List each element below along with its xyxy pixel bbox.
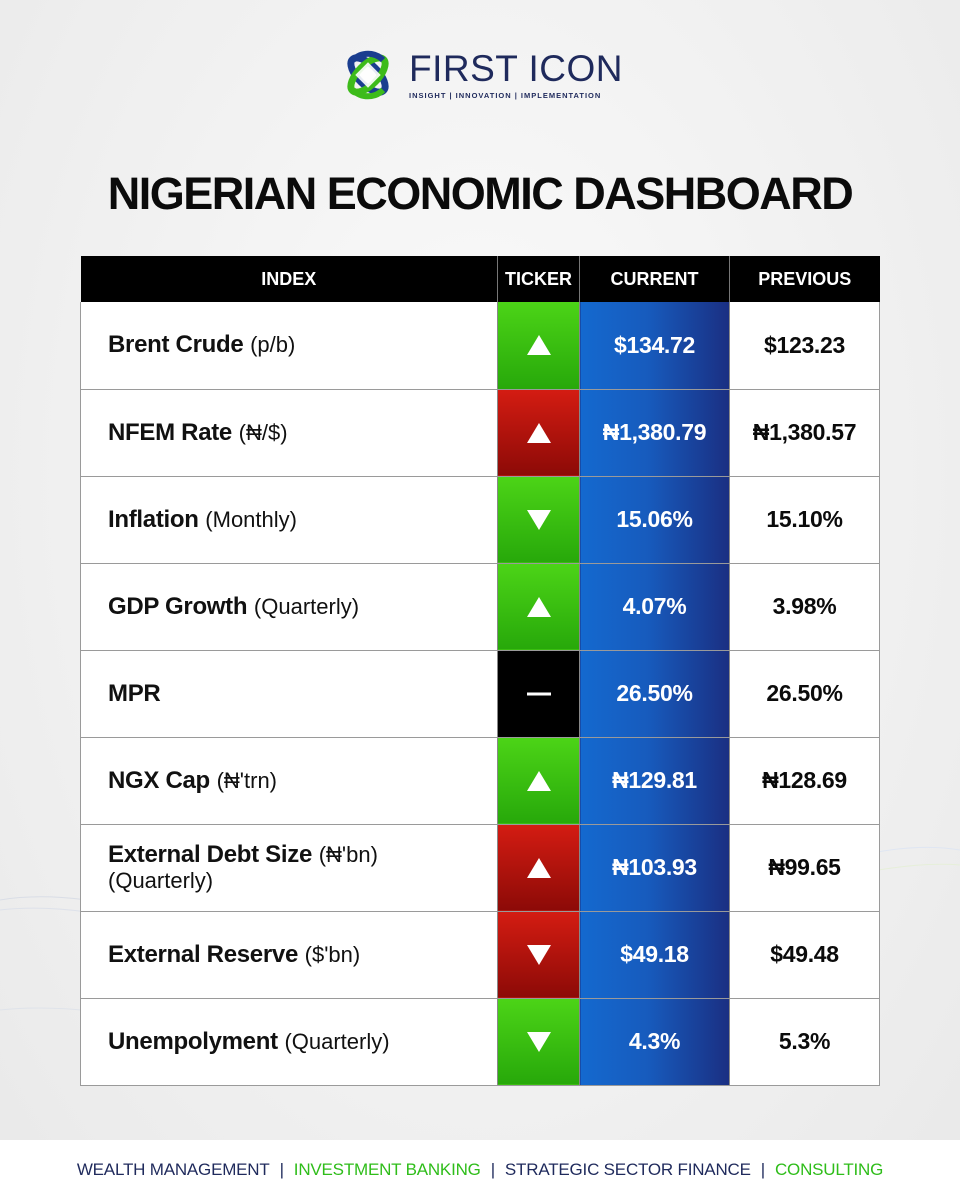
- current-value: ₦103.93: [579, 824, 730, 912]
- triangle-up-icon: [526, 596, 551, 617]
- footer-separator: |: [490, 1160, 495, 1179]
- ticker-cell: [497, 389, 580, 477]
- footer-item-wealth-management: WEALTH MANAGEMENT: [76, 1160, 270, 1179]
- table-row: Brent Crude (p/b) $134.72 $123.23: [80, 302, 880, 390]
- table-body: Brent Crude (p/b) $134.72 $123.23 NFEM Rate…: [80, 302, 880, 1086]
- table-row: Unempolyment (Quarterly) 4.3% 5.3%: [80, 998, 880, 1086]
- index-cell: Brent Crude (p/b): [80, 302, 498, 390]
- previous-value: $123.23: [729, 302, 880, 390]
- index-name: MPR: [108, 679, 161, 707]
- ticker-cell: [497, 998, 580, 1086]
- table-row: Inflation (Monthly) 15.06% 15.10%: [80, 476, 880, 564]
- footer-separator: |: [279, 1160, 284, 1179]
- index-cell: NGX Cap (₦'trn): [80, 737, 498, 825]
- first-icon-logo-icon: [347, 50, 389, 100]
- ticker-cell: [497, 563, 580, 651]
- brand-name: FIRST ICON: [409, 48, 623, 89]
- index-unit: (Quarterly): [253, 593, 360, 619]
- index-name: Unempolyment: [108, 1027, 278, 1055]
- ticker-cell: [497, 476, 580, 564]
- index-unit: (Quarterly): [284, 1028, 390, 1054]
- previous-value: 15.10%: [729, 476, 880, 564]
- economic-dashboard-table: INDEX TICKER CURRENT PREVIOUS Brent Crud…: [80, 256, 880, 1086]
- triangle-up-icon: [526, 422, 551, 443]
- index-cell: External Debt Size (₦'bn) (Quarterly): [80, 824, 498, 912]
- table-row: NFEM Rate (₦/$) ₦1,380.79 ₦1,380.57: [80, 389, 880, 477]
- index-unit-period: (Quarterly): [108, 867, 214, 893]
- brand-header: FIRST ICON INSIGHT | INNOVATION | IMPLEM…: [0, 44, 960, 106]
- footer-services-bar: WEALTH MANAGEMENT | INVESTMENT BANKING |…: [0, 1140, 960, 1200]
- header-previous: PREVIOUS: [729, 256, 880, 302]
- index-name: External Reserve: [108, 940, 298, 968]
- ticker-cell: [497, 911, 580, 999]
- index-cell: NFEM Rate (₦/$): [80, 389, 498, 477]
- current-value: $49.18: [579, 911, 730, 999]
- index-unit: (₦/$): [238, 419, 288, 445]
- ticker-cell: [497, 302, 580, 390]
- triangle-up-icon: [526, 335, 551, 356]
- header-index: INDEX: [80, 256, 498, 302]
- previous-value: ₦99.65: [729, 824, 880, 912]
- header-current: CURRENT: [579, 256, 730, 302]
- previous-value: 5.3%: [729, 998, 880, 1086]
- index-cell: Unempolyment (Quarterly): [80, 998, 498, 1086]
- index-name: NGX Cap: [108, 766, 210, 794]
- index-name: GDP Growth: [108, 592, 248, 620]
- triangle-up-icon: [526, 770, 551, 791]
- footer-separator: |: [760, 1160, 765, 1179]
- index-unit: (p/b): [250, 332, 296, 358]
- table-row: External Reserve ($'bn) $49.18 $49.48: [80, 911, 880, 999]
- index-unit: (₦'trn): [216, 767, 278, 793]
- dash-flat-icon: [526, 692, 551, 695]
- current-value: 26.50%: [579, 650, 730, 738]
- footer-item-investment-banking: INVESTMENT BANKING: [293, 1160, 481, 1179]
- index-unit: (₦'bn): [318, 841, 378, 867]
- brand-tagline: INSIGHT | INNOVATION | IMPLEMENTATION: [409, 91, 602, 100]
- index-cell: Inflation (Monthly): [80, 476, 498, 564]
- table-header-row: INDEX TICKER CURRENT PREVIOUS: [80, 256, 880, 302]
- previous-value: ₦1,380.57: [729, 389, 880, 477]
- index-name: NFEM Rate: [108, 418, 232, 446]
- index-unit: ($'bn): [304, 941, 361, 967]
- current-value: 15.06%: [579, 476, 730, 564]
- ticker-cell: [497, 824, 580, 912]
- current-value: 4.07%: [579, 563, 730, 651]
- index-name: External Debt Size: [108, 840, 313, 868]
- current-value: 4.3%: [579, 998, 730, 1086]
- previous-value: $49.48: [729, 911, 880, 999]
- index-unit: (Monthly): [205, 506, 297, 532]
- ticker-cell: [497, 650, 580, 738]
- previous-value: ₦128.69: [729, 737, 880, 825]
- page-title: NIGERIAN ECONOMIC DASHBOARD: [107, 168, 854, 219]
- table-row: NGX Cap (₦'trn) ₦129.81 ₦128.69: [80, 737, 880, 825]
- index-name: Brent Crude: [108, 331, 244, 359]
- index-cell: External Reserve ($'bn): [80, 911, 498, 999]
- current-value: ₦129.81: [579, 737, 730, 825]
- triangle-down-icon: [526, 509, 551, 530]
- triangle-up-icon: [526, 857, 551, 878]
- triangle-down-icon: [526, 944, 551, 965]
- index-cell: MPR: [80, 650, 498, 738]
- triangle-down-icon: [526, 1031, 551, 1052]
- index-cell: GDP Growth (Quarterly): [80, 563, 498, 651]
- table-row: GDP Growth (Quarterly) 4.07% 3.98%: [80, 563, 880, 651]
- ticker-cell: [497, 737, 580, 825]
- previous-value: 26.50%: [729, 650, 880, 738]
- index-name: Inflation: [108, 505, 199, 533]
- table-row: External Debt Size (₦'bn) (Quarterly) ₦103…: [80, 824, 880, 912]
- current-value: $134.72: [579, 302, 730, 390]
- table-row: MPR 26.50% 26.50%: [80, 650, 880, 738]
- header-ticker: TICKER: [497, 256, 580, 302]
- footer-item-consulting: CONSULTING: [774, 1160, 884, 1179]
- footer-item-strategic-sector-finance: STRATEGIC SECTOR FINANCE: [504, 1160, 751, 1179]
- previous-value: 3.98%: [729, 563, 880, 651]
- current-value: ₦1,380.79: [579, 389, 730, 477]
